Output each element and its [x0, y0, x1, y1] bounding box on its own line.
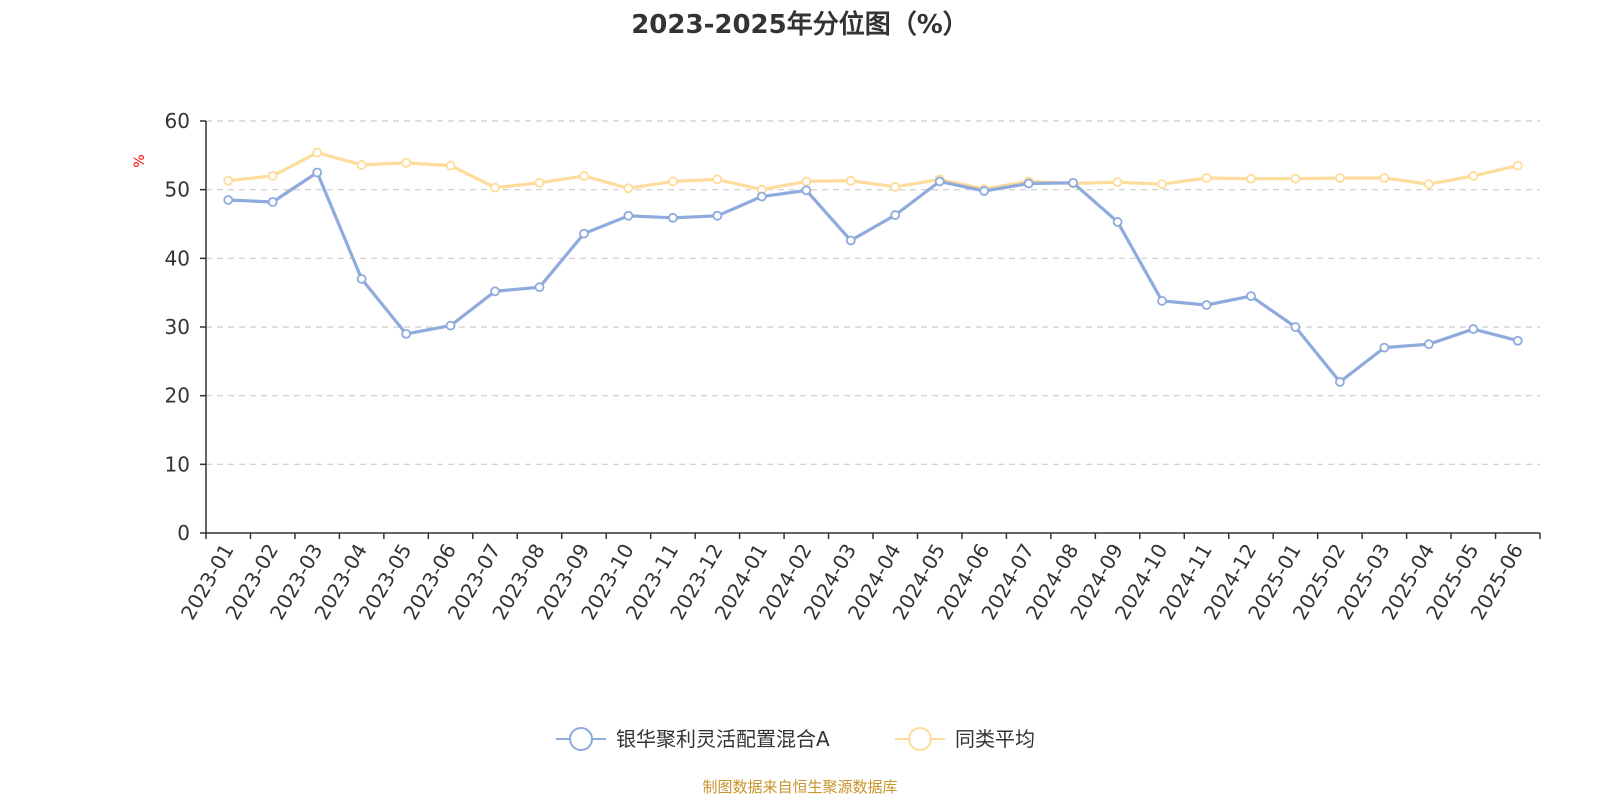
data-point	[712, 210, 723, 221]
data-point	[356, 274, 367, 284]
series-line	[226, 170, 1520, 384]
data-point	[623, 210, 634, 221]
data-point	[1468, 171, 1479, 181]
data-point	[890, 182, 901, 192]
data-point	[801, 176, 812, 187]
y-tick-label: 40	[165, 246, 190, 270]
data-point	[267, 197, 278, 207]
data-point	[312, 147, 323, 158]
data-point	[1157, 296, 1167, 306]
source-note: 制图数据来自恒生聚源数据库	[702, 778, 897, 796]
data-point	[1023, 178, 1034, 189]
data-point	[401, 328, 412, 339]
data-point	[223, 195, 234, 205]
legend-label: 同类平均	[955, 727, 1035, 751]
data-point	[1379, 173, 1390, 183]
y-tick-label: 0	[177, 521, 190, 545]
y-tick-label: 60	[165, 109, 190, 133]
data-point	[1246, 173, 1256, 184]
data-point	[623, 183, 634, 194]
series-layer	[223, 147, 1523, 387]
x-axis-ticks: 2023-012023-022023-032023-042023-052023-…	[176, 533, 1541, 624]
data-point	[267, 171, 278, 181]
data-point	[1246, 291, 1256, 302]
data-point	[312, 167, 323, 178]
data-point	[890, 210, 901, 220]
data-point	[845, 175, 856, 186]
data-point	[1468, 324, 1479, 334]
data-point	[668, 176, 678, 187]
data-point	[712, 174, 723, 185]
data-point	[223, 175, 234, 186]
gridlines	[206, 120, 1540, 465]
data-point	[490, 182, 500, 193]
legend-label: 银华聚利灵活配置混合A	[616, 727, 830, 751]
y-tick-label: 10	[165, 452, 190, 476]
data-point	[356, 160, 367, 170]
data-point	[756, 191, 767, 202]
data-point	[401, 157, 412, 168]
data-point	[1112, 177, 1123, 188]
data-point	[979, 186, 990, 196]
data-point	[668, 212, 678, 223]
data-point	[1512, 160, 1523, 171]
data-point	[845, 235, 856, 246]
data-point	[1157, 179, 1167, 190]
data-point	[1290, 322, 1301, 332]
y-axis-ticks: 0 10 20 30 40 50 60	[165, 109, 206, 545]
data-point	[1512, 335, 1523, 346]
data-point	[1290, 173, 1301, 184]
data-point	[934, 176, 945, 187]
y-axis-unit-label: %	[132, 154, 148, 167]
series-0	[223, 167, 1523, 387]
data-point	[534, 282, 545, 293]
data-point	[534, 177, 545, 188]
data-point	[1068, 177, 1078, 188]
y-tick-label: 20	[165, 384, 190, 408]
data-point	[801, 185, 812, 196]
series-line	[226, 151, 1520, 192]
chart-title: 2023-2025年分位图（%）	[631, 9, 969, 40]
y-tick-label: 30	[165, 315, 190, 339]
data-point	[1423, 179, 1434, 190]
data-point	[1379, 342, 1390, 353]
legend-item-1: 同类平均	[895, 727, 1035, 751]
data-point	[1423, 339, 1434, 350]
data-point	[1201, 173, 1212, 183]
data-point	[579, 228, 589, 239]
series-1	[223, 147, 1523, 195]
data-point	[1201, 300, 1212, 310]
data-point	[490, 286, 500, 297]
data-point	[1112, 217, 1123, 227]
legend-item-0: 银华聚利灵活配置混合A	[556, 727, 830, 751]
data-point	[1335, 173, 1345, 183]
data-point	[445, 320, 456, 331]
data-point	[579, 171, 589, 181]
legend-marker	[908, 727, 932, 751]
legend-marker	[569, 727, 593, 751]
data-point	[1335, 377, 1345, 387]
legend: 银华聚利灵活配置混合A 同类平均	[556, 727, 1035, 751]
y-tick-label: 50	[165, 178, 190, 202]
data-point	[445, 160, 456, 171]
